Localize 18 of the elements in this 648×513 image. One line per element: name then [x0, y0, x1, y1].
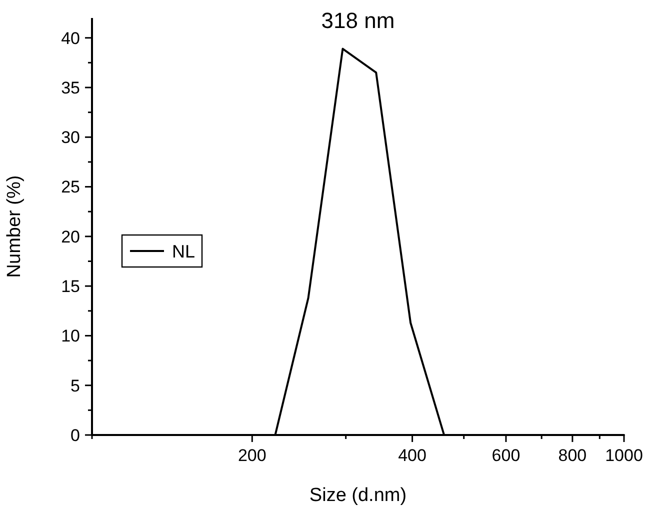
legend-label: NL — [172, 241, 196, 262]
y-tick-label: 10 — [61, 326, 80, 346]
x-tick-label: 1000 — [605, 446, 643, 465]
y-tick-label: 5 — [70, 376, 80, 396]
y-tick-label: 30 — [61, 128, 80, 148]
x-tick-label: 200 — [238, 446, 266, 465]
y-tick-label: 25 — [61, 178, 80, 197]
y-tick-label: 15 — [61, 277, 80, 296]
chart-title: 318 nm — [321, 8, 395, 33]
x-tick-label: 800 — [558, 446, 587, 465]
y-tick-label: 35 — [61, 78, 80, 98]
x-axis-title: Size (d.nm) — [309, 485, 407, 506]
y-tick-label: 0 — [70, 426, 80, 445]
x-tick-label: 400 — [398, 446, 426, 465]
x-tick-label: 600 — [492, 446, 520, 465]
y-tick-label: 40 — [61, 28, 80, 48]
y-tick-label: 20 — [61, 227, 80, 246]
y-axis-title: Number (%) — [4, 175, 25, 278]
